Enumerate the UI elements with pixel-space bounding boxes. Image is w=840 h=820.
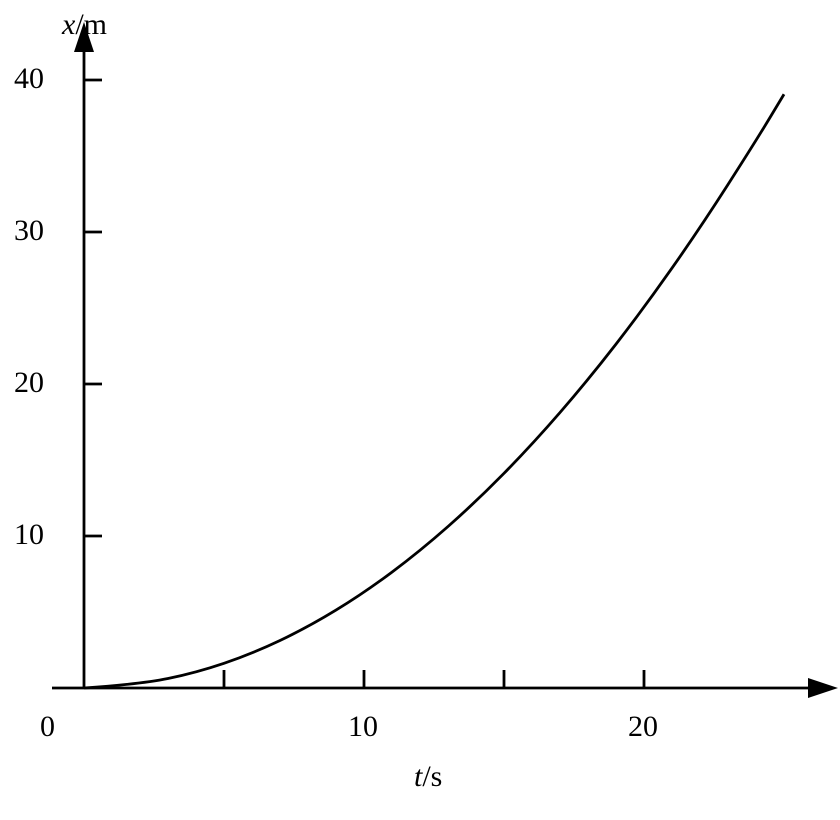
origin-label: 0 [40,710,55,744]
y-tick-label: 30 [14,214,44,248]
x-axis-arrow [808,678,838,698]
x-axis-unit: /s [422,760,442,793]
chart-svg [0,0,840,815]
chart-container: x/m t/s 0 10 20 30 40 10 20 [0,0,840,815]
data-curve [84,94,784,688]
y-ticks-group [84,80,102,536]
y-tick-label: 20 [14,366,44,400]
y-tick-label: 40 [14,62,44,96]
y-axis-label: x/m [62,8,107,42]
x-ticks-group [224,670,644,688]
x-axis-label: t/s [414,760,442,794]
y-axis-unit: /m [75,8,107,41]
y-tick-label: 10 [14,518,44,552]
y-axis-var: x [62,8,75,41]
x-tick-label: 20 [628,710,658,744]
x-tick-label: 10 [348,710,378,744]
